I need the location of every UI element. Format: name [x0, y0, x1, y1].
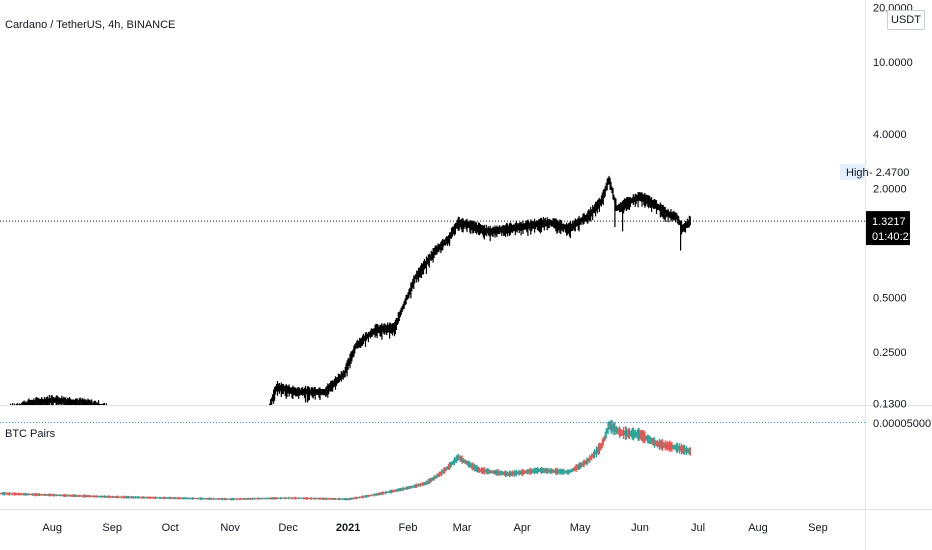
- high-label-bg: [840, 163, 866, 180]
- price-scale-labels[interactable]: 20.000010.00004.00002.00000.50000.25000.…: [873, 3, 913, 411]
- high-marker: High - 2.4700: [840, 163, 909, 180]
- time-tick-label: Mar: [453, 522, 472, 534]
- time-tick-label: Jun: [631, 522, 649, 534]
- main-pane[interactable]: [0, 0, 865, 405]
- indicator-scale-label: 0.00005000: [873, 418, 931, 430]
- currency-unit-button[interactable]: USDT: [887, 10, 925, 30]
- price-tick-label: 10.0000: [873, 57, 913, 69]
- symbol-title: Cardano / TetherUS, 4h, BINANCE: [5, 19, 175, 31]
- indicator-pane[interactable]: [0, 406, 865, 509]
- price-tick-label: 0.5000: [873, 293, 907, 305]
- time-tick-label: Sep: [808, 522, 828, 534]
- last-price-value: 1.3217: [872, 216, 906, 228]
- time-tick-label: Aug: [42, 522, 62, 534]
- price-tick-label: 2.0000: [873, 184, 907, 196]
- time-tick-label: Feb: [399, 522, 418, 534]
- indicator-series: [0, 419, 691, 501]
- indicator-title: BTC Pairs: [5, 428, 56, 440]
- bar-countdown: 01:40:21: [872, 231, 915, 243]
- high-value-label: - 2.4700: [869, 167, 909, 179]
- price-series: [10, 175, 691, 405]
- price-tick-label: 4.0000: [873, 129, 907, 141]
- last-price-tag-bg: [866, 211, 910, 246]
- price-tick-label: 0.1300: [873, 398, 907, 410]
- high-label: High: [846, 167, 869, 179]
- time-tick-label: Jul: [691, 522, 705, 534]
- time-tick-label: Apr: [514, 522, 531, 534]
- time-tick-label: 2021: [336, 522, 360, 534]
- time-tick-label: Aug: [748, 522, 768, 534]
- time-axis-labels[interactable]: Aug Sep Oct Nov Dec 2021 Feb Mar Apr May Jun Jul Aug…: [42, 522, 827, 534]
- time-tick-label: Nov: [220, 522, 240, 534]
- time-tick-label: Oct: [162, 522, 179, 534]
- last-price-tag: 1.3217 01:40:21: [866, 211, 915, 246]
- price-tick-label: 0.2500: [873, 347, 907, 359]
- time-tick-label: May: [570, 522, 591, 534]
- time-tick-label: Dec: [278, 522, 298, 534]
- time-tick-label: Sep: [102, 522, 122, 534]
